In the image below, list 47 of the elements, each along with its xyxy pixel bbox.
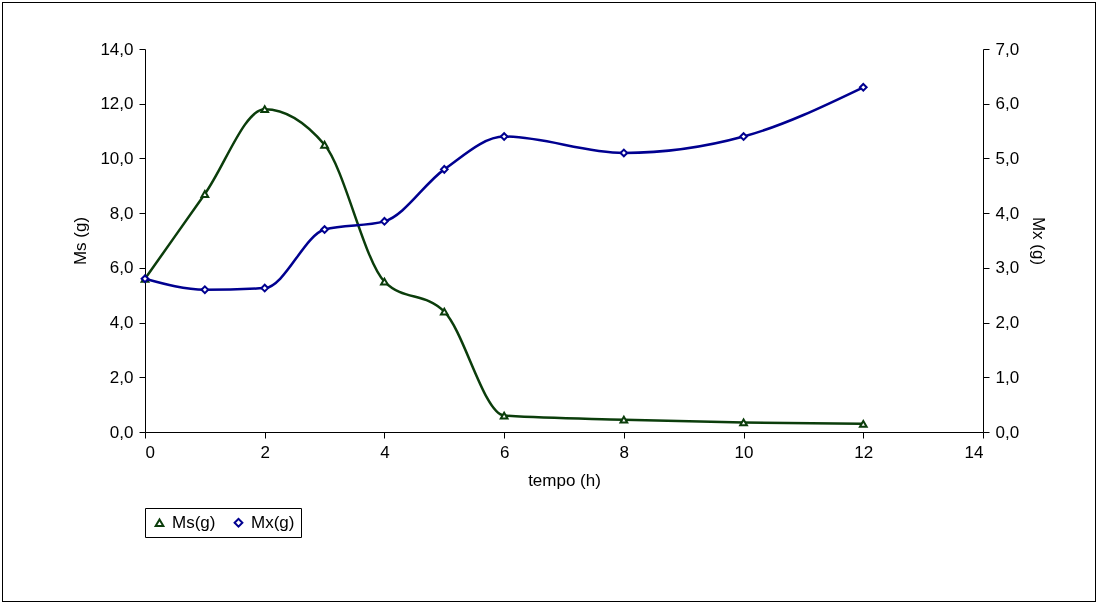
x-tick-label: 8 [619, 442, 630, 462]
point [320, 140, 329, 149]
point [320, 225, 329, 234]
point [200, 190, 210, 198]
y-tick-label: 4,0 [109, 313, 134, 333]
point [858, 419, 868, 428]
legend-label: Mx(g) [251, 512, 295, 532]
point [439, 307, 449, 316]
point [499, 411, 509, 420]
point [380, 217, 389, 226]
point [619, 415, 629, 424]
y-tick-label: 6,0 [109, 258, 134, 278]
y2-tick-label: 7,0 [995, 39, 1020, 59]
x-tick-label: 14 [964, 442, 984, 462]
x-tick-label: 10 [734, 442, 754, 462]
y2-tick-label: 4,0 [995, 203, 1020, 223]
y-axis-title: Ms (g) [71, 216, 91, 266]
point [499, 132, 509, 141]
y2-tick-label: 2,0 [995, 313, 1020, 333]
y2-tick-label: 0,0 [995, 422, 1020, 442]
y2-axis-title: Mx (g) [1029, 216, 1049, 266]
point [739, 132, 748, 141]
y2-tick-label: 1,0 [995, 367, 1020, 387]
x-tick-label: 2 [260, 442, 270, 462]
y-tick-label: 0,0 [109, 422, 134, 442]
y-tick-label: 12,0 [100, 94, 134, 114]
y2-tick-label: 3,0 [995, 258, 1020, 278]
y2-tick-label: 5,0 [995, 148, 1020, 168]
y-tick-label: 10,0 [100, 148, 134, 168]
y-tick-label: 2,0 [109, 367, 134, 387]
point [260, 283, 270, 293]
point [858, 82, 868, 92]
y-tick-label: 14,0 [100, 39, 134, 59]
x-axis-title: tempo (h) [528, 470, 601, 490]
y-tick-label: 8,0 [109, 203, 134, 223]
point [200, 285, 210, 295]
x-tick-label: 0 [145, 442, 155, 462]
y2-tick-label: 6,0 [995, 94, 1020, 114]
point [260, 105, 270, 114]
point [439, 165, 449, 174]
x-tick-label: 12 [854, 442, 874, 462]
x-tick-label: 6 [499, 442, 510, 462]
point [739, 418, 748, 427]
x-tick-label: 4 [380, 442, 390, 462]
point [380, 277, 389, 286]
legend-label: Ms(g) [172, 512, 216, 532]
point [619, 148, 629, 158]
